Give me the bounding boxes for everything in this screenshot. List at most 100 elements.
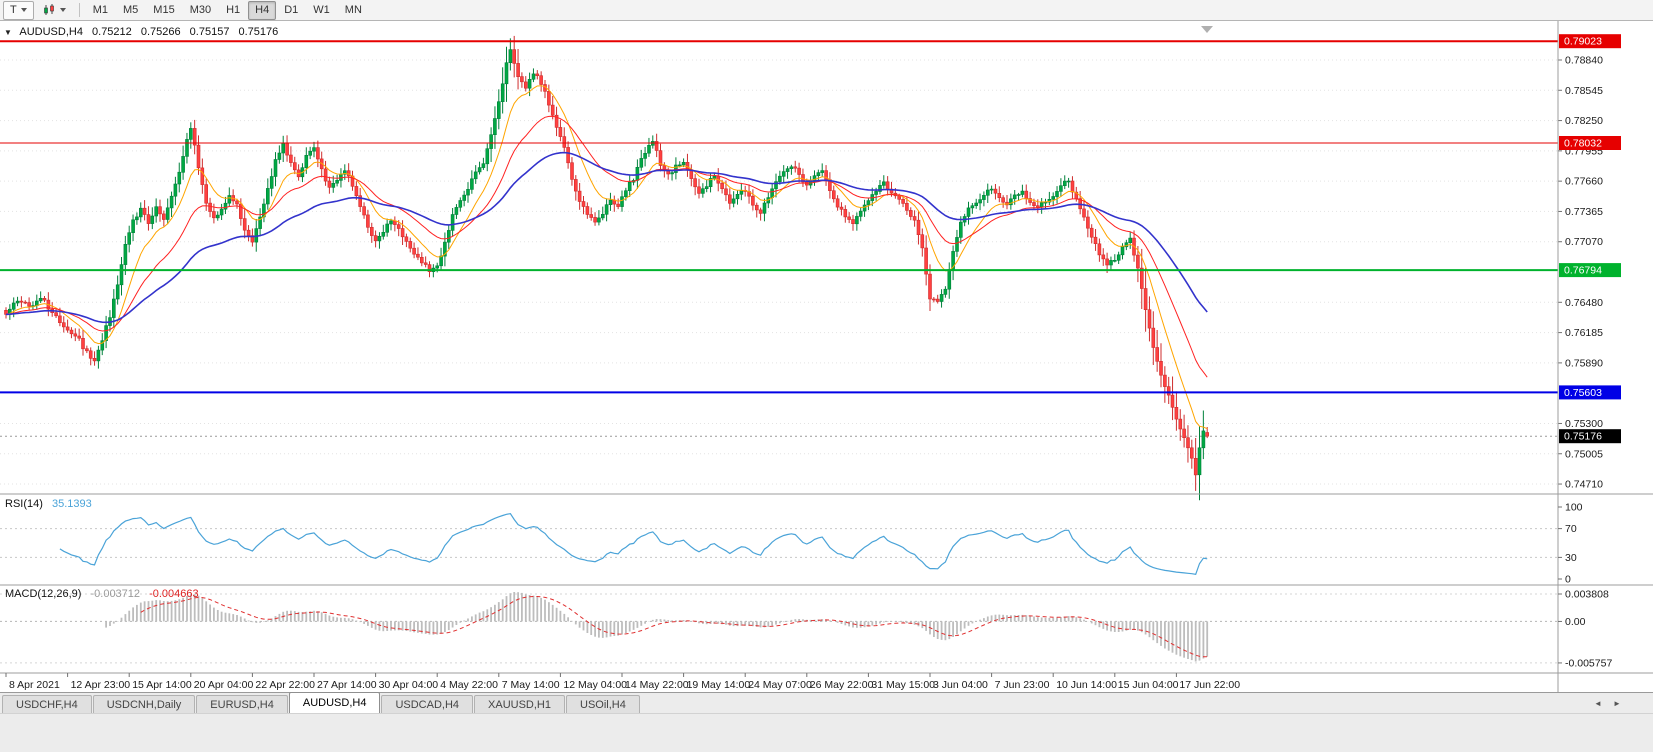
chart-tab-usdcad-h4[interactable]: USDCAD,H4 — [381, 695, 474, 713]
rsi-value: 35.1393 — [51, 498, 92, 510]
rsi-pane: 100 70 30 0 — [0, 502, 1583, 586]
svg-text:0.003808: 0.003808 — [1565, 588, 1609, 600]
macd-main-value: -0.003712 — [90, 588, 141, 600]
rsi-label: RSI(14) 35.1393 — [5, 498, 92, 510]
timeframe-buttons: M1 M5 M15 M30 H1 H4 D1 W1 MN — [86, 0, 369, 20]
svg-text:12 Apr 23:00: 12 Apr 23:00 — [71, 679, 131, 691]
symbol-ohlc-label: ▼ AUDUSD,H4 0.75212 0.75266 0.75157 0.75… — [4, 26, 284, 38]
timeframe-button-w1[interactable]: W1 — [313, 4, 330, 16]
chevron-down-icon — [20, 8, 27, 12]
status-strip — [0, 713, 1653, 752]
svg-text:0.75176: 0.75176 — [1564, 431, 1602, 443]
svg-text:0.78840: 0.78840 — [1565, 54, 1603, 66]
candlestick-chart-icon — [43, 4, 54, 15]
pane-separators — [0, 21, 1653, 692]
chart-tab-usdcnh-daily[interactable]: USDCNH,Daily — [92, 695, 196, 713]
svg-text:0.75005: 0.75005 — [1565, 448, 1603, 460]
svg-text:0.77365: 0.77365 — [1565, 206, 1603, 218]
ohlc-open: 0.75212 — [92, 26, 132, 38]
svg-text:0.76185: 0.76185 — [1565, 327, 1603, 339]
symbol-label: AUDUSD,H4 — [19, 26, 83, 38]
macd-label: MACD(12,26,9) -0.003712 -0.004663 — [5, 588, 199, 600]
svg-text:19 May 14:00: 19 May 14:00 — [687, 679, 751, 691]
svg-text:15 Jun 04:00: 15 Jun 04:00 — [1118, 679, 1179, 691]
timeframe-button-h4[interactable]: H4 — [248, 0, 277, 20]
svg-text:0.79023: 0.79023 — [1564, 36, 1602, 48]
svg-text:12 May 04:00: 12 May 04:00 — [563, 679, 627, 691]
svg-text:0.00: 0.00 — [1565, 616, 1586, 628]
macd-pane: 0.003808 0.00 -0.005757 — [0, 588, 1612, 669]
chart-tab-audusd-h4[interactable]: AUDUSD,H4 — [288, 692, 381, 713]
scroll-right-icon[interactable]: ► — [1613, 698, 1621, 708]
annotation-tool-label: T — [10, 4, 17, 16]
svg-text:3 Jun 04:00: 3 Jun 04:00 — [933, 679, 988, 691]
chart-tabs: USDCHF,H4 USDCNH,Daily EURUSD,H4 AUDUSD,H4 U… — [2, 692, 641, 713]
chart-stage: 0.78840 0.78545 0.78250 0.77955 0.77660 0.773… — [0, 21, 1653, 692]
chart-tab-usoil-h4[interactable]: USOil,H4 — [566, 695, 640, 713]
ohlc-high: 0.75266 — [140, 26, 181, 38]
collapse-arrow-icon[interactable]: ▼ — [4, 28, 12, 37]
svg-text:24 May 07:00: 24 May 07:00 — [748, 679, 812, 691]
svg-text:0.77660: 0.77660 — [1565, 176, 1603, 188]
timeframe-button-m5[interactable]: M5 — [123, 4, 139, 16]
top-toolbar: T M1 M5 M15 M30 H1 H4 D1 W1 MN — [0, 0, 1653, 21]
ohlc-low: 0.75157 — [189, 26, 230, 38]
chevron-down-icon — [59, 8, 66, 12]
svg-text:26 May 22:00: 26 May 22:00 — [810, 679, 874, 691]
svg-text:0.78250: 0.78250 — [1565, 115, 1603, 127]
chart-tab-eurusd-h4[interactable]: EURUSD,H4 — [196, 695, 288, 713]
svg-text:30: 30 — [1565, 552, 1577, 564]
timeframe-button-m1[interactable]: M1 — [92, 4, 109, 16]
moving-averages-layer — [5, 85, 1208, 430]
svg-text:0.75300: 0.75300 — [1565, 418, 1603, 430]
chart-background — [0, 21, 1653, 692]
svg-text:7 May 14:00: 7 May 14:00 — [502, 679, 560, 691]
toolbar-separator — [78, 3, 80, 17]
timeframe-button-mn[interactable]: MN — [344, 4, 362, 16]
svg-text:0.75603: 0.75603 — [1564, 387, 1602, 399]
time-axis: 8 Apr 2021 12 Apr 23:00 15 Apr 14:00 20 Apr… — [5, 673, 1240, 691]
timeframe-button-m15[interactable]: M15 — [153, 4, 175, 16]
annotation-tool-button[interactable]: T — [3, 0, 34, 20]
chart-tabbar: USDCHF,H4 USDCNH,Daily EURUSD,H4 AUDUSD,H4 U… — [0, 692, 1653, 713]
svg-text:0.74710: 0.74710 — [1565, 479, 1603, 491]
scroll-left-icon[interactable]: ◄ — [1594, 698, 1602, 708]
svg-text:31 May 15:00: 31 May 15:00 — [871, 679, 935, 691]
svg-text:17 Jun 22:00: 17 Jun 22:00 — [1179, 679, 1240, 691]
svg-text:30 Apr 04:00: 30 Apr 04:00 — [379, 679, 439, 691]
svg-text:0.75890: 0.75890 — [1565, 357, 1603, 369]
svg-text:0.78032: 0.78032 — [1564, 138, 1602, 150]
svg-text:0.78545: 0.78545 — [1565, 85, 1603, 97]
ohlc-close: 0.75176 — [238, 26, 279, 38]
svg-text:0.76794: 0.76794 — [1564, 265, 1602, 277]
timeframe-button-d1[interactable]: D1 — [284, 4, 299, 16]
svg-text:70: 70 — [1565, 523, 1577, 535]
macd-name: MACD(12,26,9) — [5, 588, 82, 600]
chart-tab-xauusd-h1[interactable]: XAUUSD,H1 — [474, 695, 565, 713]
timeframe-button-m30[interactable]: M30 — [189, 4, 212, 16]
svg-text:14 May 22:00: 14 May 22:00 — [625, 679, 689, 691]
svg-text:4 May 22:00: 4 May 22:00 — [440, 679, 498, 691]
candles-layer — [4, 35, 1209, 501]
svg-text:0: 0 — [1565, 574, 1571, 586]
chart-tab-usdchf-h4[interactable]: USDCHF,H4 — [2, 695, 92, 713]
svg-text:100: 100 — [1565, 502, 1583, 514]
price-badges: 0.79023 0.78032 0.76794 0.75603 0.75176 — [1559, 34, 1621, 444]
timeframe-button-h1[interactable]: H1 — [226, 4, 241, 16]
svg-text:0.77070: 0.77070 — [1565, 236, 1603, 248]
svg-text:22 Apr 22:00: 22 Apr 22:00 — [255, 679, 315, 691]
svg-text:7 Jun 23:00: 7 Jun 23:00 — [995, 679, 1050, 691]
svg-text:10 Jun 14:00: 10 Jun 14:00 — [1056, 679, 1117, 691]
horizontal-levels-layer[interactable] — [0, 40, 1558, 394]
tab-scroll-arrows: ◄ ► — [1590, 693, 1625, 713]
rsi-name: RSI(14) — [5, 498, 43, 510]
svg-text:27 Apr 14:00: 27 Apr 14:00 — [317, 679, 377, 691]
svg-text:-0.005757: -0.005757 — [1565, 657, 1612, 669]
svg-text:15 Apr 14:00: 15 Apr 14:00 — [132, 679, 192, 691]
chart-canvas[interactable]: 0.788400.785450.782500.779550.776600.773… — [0, 21, 1653, 692]
chart-type-button[interactable] — [35, 1, 73, 20]
svg-text:0.76480: 0.76480 — [1565, 297, 1603, 309]
right-shift-marker[interactable] — [1201, 26, 1213, 33]
svg-text:8 Apr 2021: 8 Apr 2021 — [9, 679, 60, 691]
svg-text:20 Apr 04:00: 20 Apr 04:00 — [194, 679, 254, 691]
